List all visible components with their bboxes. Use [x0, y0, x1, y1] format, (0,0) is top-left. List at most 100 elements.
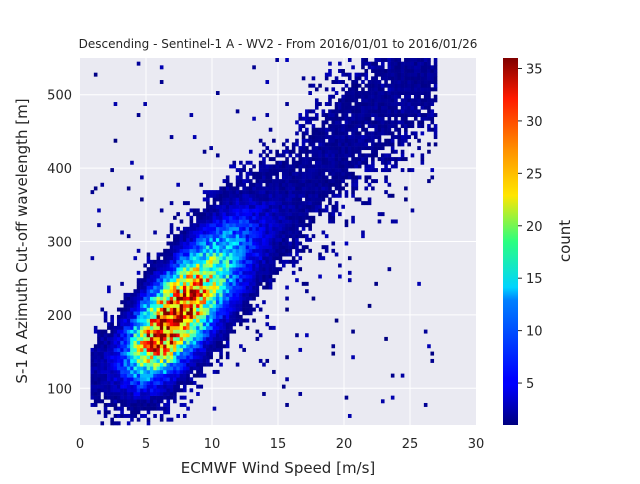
heatmap-cell	[361, 72, 365, 77]
heatmap-cell	[179, 333, 184, 338]
heatmap-cell	[229, 314, 233, 319]
heatmap-cell	[248, 241, 253, 246]
heatmap-cell	[215, 252, 220, 257]
heatmap-cell	[123, 314, 128, 319]
heatmap-cell	[225, 179, 230, 184]
heatmap-cell	[390, 164, 395, 169]
heatmap-cell	[272, 171, 276, 176]
heatmap-cell	[374, 135, 378, 140]
heatmap-cell	[173, 340, 177, 345]
heatmap-cell	[140, 336, 144, 341]
heatmap-cell	[107, 355, 111, 360]
heatmap-cell	[344, 193, 349, 198]
heatmap-cell	[239, 160, 243, 165]
heatmap-cell	[371, 138, 375, 143]
heatmap-cell	[242, 318, 246, 323]
heatmap-cell	[215, 278, 220, 283]
heatmap-cell	[166, 380, 171, 385]
heatmap-cell	[298, 171, 303, 176]
heatmap-cell	[222, 252, 227, 257]
heatmap-cell	[354, 142, 359, 147]
heatmap-cell	[225, 285, 230, 290]
heatmap-cell	[235, 278, 240, 283]
heatmap-cell	[103, 377, 108, 382]
heatmap-cell	[215, 204, 220, 209]
heatmap-cell	[202, 245, 207, 250]
heatmap-cell	[166, 248, 171, 253]
heatmap-cell	[232, 307, 237, 312]
heatmap-cell	[199, 182, 204, 187]
heatmap-cell	[146, 399, 151, 404]
heatmap-cell	[427, 94, 431, 99]
heatmap-cell	[413, 80, 418, 84]
heatmap-cell	[407, 94, 411, 99]
heatmap-cell	[232, 212, 237, 217]
heatmap-cell	[311, 193, 316, 198]
heatmap-cell	[149, 402, 154, 407]
heatmap-cell	[275, 267, 279, 272]
heatmap-cell	[159, 340, 164, 345]
heatmap-cell	[126, 325, 131, 330]
heatmap-cell	[212, 201, 217, 206]
heatmap-cell	[357, 91, 362, 95]
heatmap-cell	[235, 263, 240, 268]
heatmap-cell	[394, 83, 398, 88]
heatmap-cell	[219, 248, 223, 253]
heatmap-cell	[344, 116, 349, 121]
heatmap-cell	[252, 256, 256, 261]
heatmap-cell	[149, 406, 154, 411]
heatmap-cell	[169, 380, 174, 385]
heatmap-cell	[245, 307, 250, 312]
heatmap-cell	[196, 274, 200, 279]
heatmap-cell	[149, 329, 154, 334]
heatmap-cell	[189, 340, 194, 345]
heatmap-cell	[311, 131, 316, 136]
heatmap-cell	[90, 358, 95, 363]
heatmap-cell	[268, 270, 273, 275]
heatmap-cell	[169, 384, 174, 389]
heatmap-cell	[390, 58, 395, 62]
heatmap-cell	[192, 289, 197, 294]
heatmap-cell	[209, 234, 213, 239]
heatmap-cell	[351, 65, 355, 70]
heatmap-cell	[192, 278, 197, 283]
heatmap-cell	[311, 208, 316, 213]
heatmap-cell	[404, 138, 408, 143]
heatmap-cell	[179, 292, 184, 297]
heatmap-cell	[314, 149, 319, 154]
heatmap-cell	[427, 61, 431, 66]
heatmap-cell	[311, 127, 316, 132]
heatmap-cell	[420, 69, 425, 73]
heatmap-cell	[285, 248, 289, 253]
heatmap-cell	[351, 175, 355, 180]
heatmap-cell	[219, 278, 223, 283]
heatmap-cell	[331, 190, 336, 195]
heatmap-cell	[394, 124, 398, 129]
heatmap-cell	[202, 336, 207, 341]
heatmap-cell	[232, 314, 237, 319]
heatmap-cell	[374, 124, 378, 129]
heatmap-cell	[285, 402, 289, 407]
heatmap-cell	[222, 292, 227, 297]
heatmap-cell	[347, 149, 352, 154]
heatmap-cell	[153, 366, 157, 371]
heatmap-cell	[143, 340, 147, 345]
heatmap-cell	[242, 219, 246, 224]
heatmap-cell	[324, 182, 329, 187]
heatmap-cell	[374, 179, 378, 184]
heatmap-cell	[305, 186, 309, 191]
heatmap-cell	[239, 182, 243, 187]
heatmap-cell	[361, 157, 365, 162]
heatmap-cell	[262, 197, 266, 202]
heatmap-cell	[324, 120, 329, 125]
heatmap-cell	[248, 252, 253, 257]
heatmap-cell	[380, 109, 385, 114]
heatmap-cell	[229, 186, 233, 191]
heatmap-cell	[93, 72, 98, 77]
heatmap-cell	[397, 142, 402, 147]
heatmap-cell	[222, 325, 227, 330]
heatmap-cell	[242, 237, 246, 242]
heatmap-cell	[255, 179, 260, 184]
heatmap-cell	[413, 102, 418, 107]
heatmap-cell	[199, 373, 204, 378]
